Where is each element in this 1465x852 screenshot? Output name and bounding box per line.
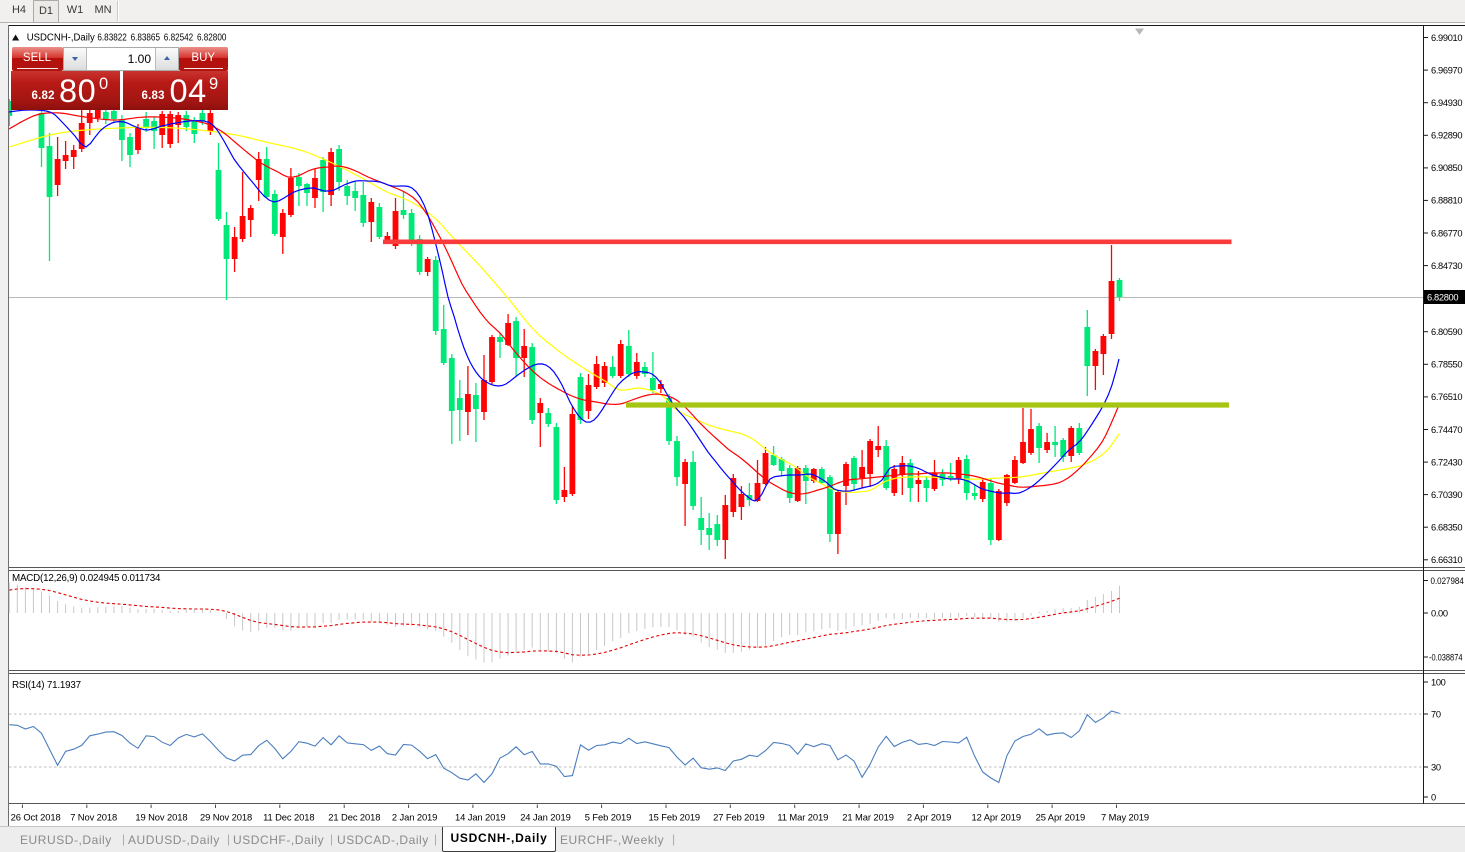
svg-text:6.83822 6.83865 6.82542 6.8280: 6.83822 6.83865 6.82542 6.82800 (97, 32, 226, 43)
svg-text:100: 100 (1431, 677, 1446, 687)
svg-text:25 Apr 2019: 25 Apr 2019 (1036, 812, 1085, 823)
svg-text:6.94930: 6.94930 (1431, 98, 1462, 108)
svg-text:6.84730: 6.84730 (1431, 261, 1462, 271)
svg-text:6.78550: 6.78550 (1431, 360, 1462, 370)
svg-text:6.66310: 6.66310 (1431, 555, 1462, 565)
svg-text:0: 0 (1431, 792, 1436, 802)
svg-text:19 Nov 2018: 19 Nov 2018 (135, 812, 187, 823)
svg-text:0.027984: 0.027984 (1431, 575, 1464, 586)
svg-text:6.70390: 6.70390 (1431, 490, 1462, 500)
svg-text:15 Feb 2019: 15 Feb 2019 (649, 812, 701, 823)
svg-text:21 Mar 2019: 21 Mar 2019 (842, 812, 894, 823)
svg-text:6.90850: 6.90850 (1431, 163, 1462, 173)
svg-text:29 Nov 2018: 29 Nov 2018 (200, 812, 252, 823)
svg-text:6.74470: 6.74470 (1431, 425, 1462, 435)
svg-text:6.88810: 6.88810 (1431, 196, 1462, 206)
svg-text:6.68350: 6.68350 (1431, 523, 1462, 533)
svg-text:0.00: 0.00 (1431, 608, 1448, 618)
svg-text:6.86770: 6.86770 (1431, 228, 1462, 238)
svg-text:21 Dec 2018: 21 Dec 2018 (328, 812, 380, 823)
svg-text:2 Jan 2019: 2 Jan 2019 (392, 812, 437, 823)
svg-text:-0.038874: -0.038874 (1429, 651, 1463, 662)
svg-text:6.76510: 6.76510 (1431, 392, 1462, 402)
svg-text:7 Nov 2018: 7 Nov 2018 (70, 812, 117, 823)
svg-text:24 Jan 2019: 24 Jan 2019 (520, 812, 571, 823)
svg-text:12 Apr 2019: 12 Apr 2019 (972, 812, 1021, 823)
svg-text:6.96970: 6.96970 (1431, 65, 1462, 75)
svg-text:6.82800: 6.82800 (1427, 293, 1458, 303)
svg-text:RSI(14) 71.1937: RSI(14) 71.1937 (12, 680, 81, 691)
svg-text:7 May 2019: 7 May 2019 (1101, 812, 1149, 823)
svg-text:6.92890: 6.92890 (1431, 131, 1462, 141)
svg-text:11 Mar 2019: 11 Mar 2019 (777, 812, 828, 823)
svg-text:6.80590: 6.80590 (1431, 327, 1462, 337)
svg-text:26 Oct 2018: 26 Oct 2018 (11, 812, 61, 823)
svg-text:27 Feb 2019: 27 Feb 2019 (713, 812, 765, 823)
svg-text:11 Dec 2018: 11 Dec 2018 (263, 812, 314, 823)
svg-text:70: 70 (1431, 709, 1441, 719)
svg-text:5 Feb 2019: 5 Feb 2019 (585, 812, 631, 823)
svg-text:6.99010: 6.99010 (1431, 33, 1462, 43)
svg-text:MACD(12,26,9) 0.024945 0.01173: MACD(12,26,9) 0.024945 0.011734 (12, 573, 161, 584)
svg-text:14 Jan 2019: 14 Jan 2019 (455, 812, 506, 823)
svg-text:2 Apr 2019: 2 Apr 2019 (907, 812, 951, 823)
svg-text:6.72430: 6.72430 (1431, 457, 1462, 467)
svg-text:USDCNH-,Daily: USDCNH-,Daily (27, 32, 95, 43)
svg-text:30: 30 (1431, 762, 1441, 772)
